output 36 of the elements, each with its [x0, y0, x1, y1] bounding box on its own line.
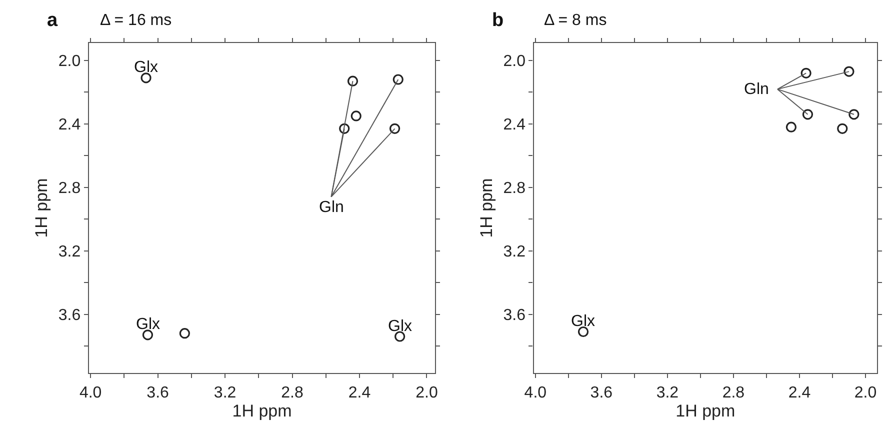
y-tick-label: 3.2 — [58, 243, 81, 260]
y-axis-title: 1H ppm — [476, 178, 496, 238]
text: a — [47, 10, 58, 31]
x-tick-label: 3.2 — [656, 384, 679, 402]
x-tick-label: 3.6 — [590, 384, 613, 402]
x-tick-label: 2.0 — [416, 384, 438, 402]
x-tick-label: 4.0 — [524, 384, 547, 402]
y-tick-label: 2.0 — [503, 53, 526, 70]
chart-title: Δ = 8 ms — [544, 12, 607, 29]
text: Gln — [744, 81, 769, 98]
x-tick-label: 2.0 — [854, 384, 877, 402]
x-axis-title: 1H ppm — [676, 402, 736, 421]
chart-title: Δ = 16 ms — [100, 12, 172, 29]
text: b — [492, 10, 504, 31]
x-tick-label: 4.0 — [79, 384, 102, 402]
y-tick-label: 2.8 — [58, 180, 81, 197]
y-tick-label: 2.4 — [503, 116, 526, 134]
x-tick-label: 2.4 — [788, 384, 811, 402]
x-tick-label: 2.8 — [281, 384, 304, 402]
y-axis-title: 1H ppm — [32, 178, 51, 238]
y-tick-label: 2.8 — [503, 180, 526, 197]
annotation: Glx — [134, 59, 158, 76]
y-tick-label: 2.4 — [58, 116, 81, 134]
x-tick-label: 3.2 — [214, 384, 236, 402]
x-axis-title: 1H ppm — [232, 402, 292, 421]
annotation: Glx — [388, 318, 412, 335]
y-tick-label: 3.6 — [503, 306, 526, 324]
text: Gln — [319, 199, 344, 216]
annotation: Glx — [136, 316, 160, 333]
x-tick-label: 2.8 — [722, 384, 745, 402]
y-tick-label: 3.2 — [503, 243, 526, 260]
x-tick-label: 3.6 — [146, 384, 170, 402]
annotation: Glx — [571, 313, 595, 330]
y-tick-label: 2.0 — [58, 53, 81, 70]
y-tick-label: 3.6 — [58, 306, 81, 324]
x-tick-label: 2.4 — [348, 384, 371, 402]
